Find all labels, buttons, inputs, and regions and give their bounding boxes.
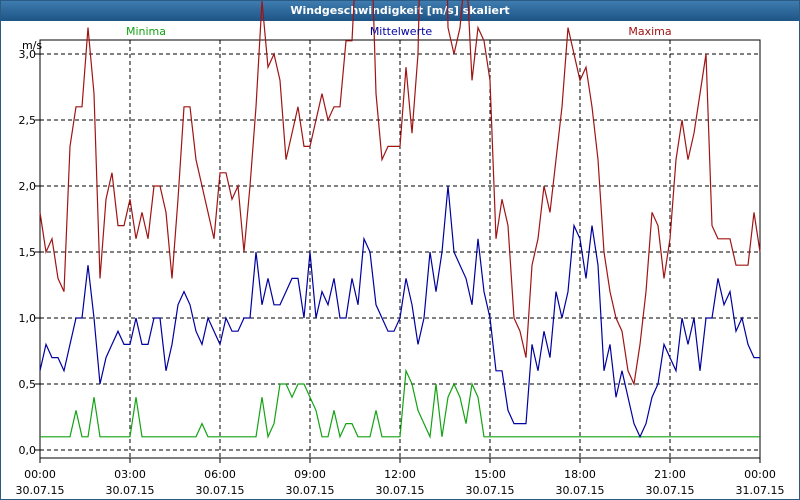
x-tick-time-label: 12:00 — [384, 468, 416, 481]
series-line-mittelwerte — [39, 185, 760, 439]
x-tick-time-label: 03:00 — [114, 468, 146, 481]
x-tick-date-label: 30.07.15 — [646, 484, 695, 497]
y-tick-label: 0,0 — [19, 444, 37, 457]
x-tick-time-label: 00:00 — [24, 468, 56, 481]
y-tick-label: 0,5 — [19, 378, 37, 391]
x-tick-time-label: 09:00 — [294, 468, 326, 481]
y-tick-label: 1,0 — [19, 312, 37, 325]
legend-item-maxima: Maxima — [628, 25, 671, 38]
series-lines — [39, 0, 761, 440]
grid — [40, 40, 760, 458]
series-line-maxima — [39, 0, 761, 387]
y-axis-label: m/s — [22, 39, 42, 52]
x-tick-time-label: 06:00 — [204, 468, 236, 481]
x-tick-date-label: 30.07.15 — [16, 484, 65, 497]
legend-item-mittelwerte: Mittelwerte — [370, 25, 433, 38]
legend-item-minima: Minima — [126, 25, 166, 38]
x-tick-date-label: 30.07.15 — [286, 484, 335, 497]
axes — [39, 39, 761, 459]
y-tick-label: 3,0 — [19, 48, 37, 61]
y-tick-label: 2,5 — [19, 114, 37, 127]
y-tick-label: 1,5 — [19, 246, 37, 259]
x-tick-time-label: 15:00 — [474, 468, 506, 481]
x-tick-date-label: 30.07.15 — [556, 484, 605, 497]
x-tick-time-label: 00:00 — [744, 468, 776, 481]
plot-area-border — [39, 39, 761, 459]
x-tick-time-label: 18:00 — [564, 468, 596, 481]
x-tick-date-label: 30.07.15 — [196, 484, 245, 497]
x-axis-ticks: 00:00 30.07.15 03:00 30.07.15 06:00 30.07.15 0… — [16, 458, 785, 497]
x-tick-time-label: 21:00 — [654, 468, 686, 481]
x-tick-date-label: 30.07.15 — [376, 484, 425, 497]
legend: Minima Mittelwerte Maxima — [126, 25, 672, 38]
x-tick-date-label: 30.07.15 — [106, 484, 155, 497]
window-title: Windgeschwindigkeit [m/s] skaliert — [1, 1, 799, 21]
y-axis-ticks: 0,00,51,01,52,02,53,03,54,04,55,05,5 — [19, 48, 40, 457]
x-tick-date-label: 30.07.15 — [466, 484, 515, 497]
y-tick-label: 2,0 — [19, 180, 37, 193]
x-tick-date-label: 31.07.15 — [736, 484, 785, 497]
